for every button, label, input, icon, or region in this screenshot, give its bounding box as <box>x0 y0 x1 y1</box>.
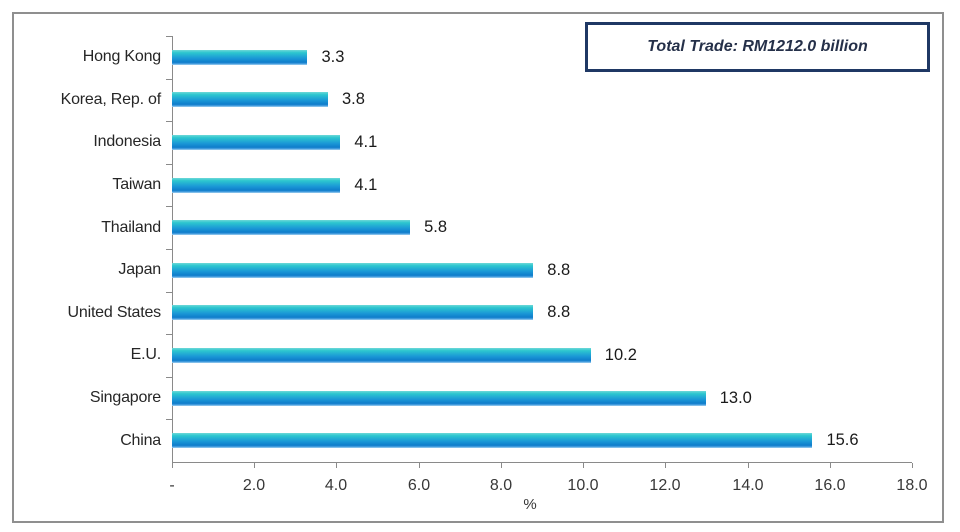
bar-value-label: 5.8 <box>424 218 448 237</box>
bar-zone: 3.8 <box>172 79 911 122</box>
x-tick-label: 14.0 <box>732 477 764 494</box>
x-tick <box>172 463 173 468</box>
bar-row-hong-kong: Hong Kong 3.3 <box>0 36 911 79</box>
bar-value-label: 8.8 <box>547 303 571 322</box>
bar-rows: Hong Kong 3.3 Korea, Rep. of 3.8 Indones… <box>0 36 911 462</box>
category-label: Japan <box>118 261 161 279</box>
bar-row-china: China 15.6 <box>0 419 911 462</box>
bar-row-singapore: Singapore 13.0 <box>0 376 911 420</box>
y-axis-line <box>172 36 173 462</box>
bar-value-label: 10.2 <box>604 345 637 364</box>
category-label: Singapore <box>89 389 161 407</box>
bar-value-label: 4.1 <box>354 175 378 194</box>
category-label: Indonesia <box>93 133 161 151</box>
bar-zone: 13.0 <box>172 377 911 420</box>
bar-eu <box>172 347 591 363</box>
bar-value-label: 8.8 <box>547 260 571 279</box>
x-axis-line <box>172 462 912 463</box>
x-tick <box>912 463 913 468</box>
bar-zone: 4.1 <box>172 121 911 164</box>
bar-singapore <box>172 390 706 406</box>
category-label: China <box>120 431 161 449</box>
x-tick <box>748 463 749 468</box>
x-tick-label: 18.0 <box>896 477 928 494</box>
category-label: Korea, Rep. of <box>60 90 162 108</box>
bar-united-states <box>172 305 534 321</box>
x-tick <box>501 463 502 468</box>
bar-row-eu: E.U. 10.2 <box>0 334 911 377</box>
bar-zone: 8.8 <box>172 292 911 335</box>
x-tick <box>254 463 255 468</box>
bar-zone: 5.8 <box>172 206 911 249</box>
x-tick <box>419 463 420 468</box>
bar-value-label: 3.3 <box>321 47 345 66</box>
bar-zone: 8.8 <box>172 249 911 292</box>
x-tick-label: 4.0 <box>324 477 348 494</box>
bar-row-thailand: Thailand 5.8 <box>0 206 911 249</box>
total-trade-callout: Total Trade: RM1212.0 billion <box>585 22 930 72</box>
bar-row-japan: Japan 8.8 <box>0 248 911 292</box>
x-tick <box>665 463 666 468</box>
bar-china <box>172 433 813 449</box>
bar-thailand <box>172 220 411 236</box>
bar-value-label: 15.6 <box>826 431 859 450</box>
x-tick-label: 10.0 <box>567 477 599 494</box>
category-label: Taiwan <box>112 176 161 194</box>
total-trade-text: Total Trade: RM1212.0 billion <box>647 38 868 55</box>
bar-value-label: 13.0 <box>719 388 752 407</box>
category-label: E.U. <box>130 346 162 364</box>
bar-value-label: 3.8 <box>342 90 365 109</box>
x-tick <box>830 463 831 468</box>
bar-hong-kong <box>172 49 308 65</box>
bar-taiwan <box>172 177 341 193</box>
category-label: Thailand <box>101 218 161 236</box>
x-tick-label: 2.0 <box>242 477 266 494</box>
bar-zone: 15.6 <box>172 419 911 462</box>
bar-zone: 4.1 <box>172 164 911 207</box>
x-tick <box>583 463 584 468</box>
x-tick-label: - <box>169 477 175 494</box>
category-label: Hong Kong <box>82 48 161 66</box>
x-tick-label: 12.0 <box>649 477 681 494</box>
bar-row-united-states: United States 8.8 <box>0 291 911 335</box>
bar-indonesia <box>172 134 341 150</box>
bar-row-korea: Korea, Rep. of 3.8 <box>0 78 911 122</box>
bar-korea <box>172 92 328 108</box>
x-tick <box>336 463 337 468</box>
x-tick-label: 8.0 <box>489 477 513 494</box>
x-tick-label: 6.0 <box>407 477 431 494</box>
bar-value-label: 4.1 <box>354 132 378 151</box>
bar-zone: 10.2 <box>172 334 911 377</box>
bar-zone: 3.3 <box>172 36 911 79</box>
x-axis-title: % <box>523 496 537 513</box>
category-label: United States <box>67 303 162 321</box>
x-tick-label: 16.0 <box>814 477 846 494</box>
bar-row-taiwan: Taiwan 4.1 <box>0 163 911 207</box>
bar-row-indonesia: Indonesia 4.1 <box>0 121 911 164</box>
bar-japan <box>172 262 534 278</box>
